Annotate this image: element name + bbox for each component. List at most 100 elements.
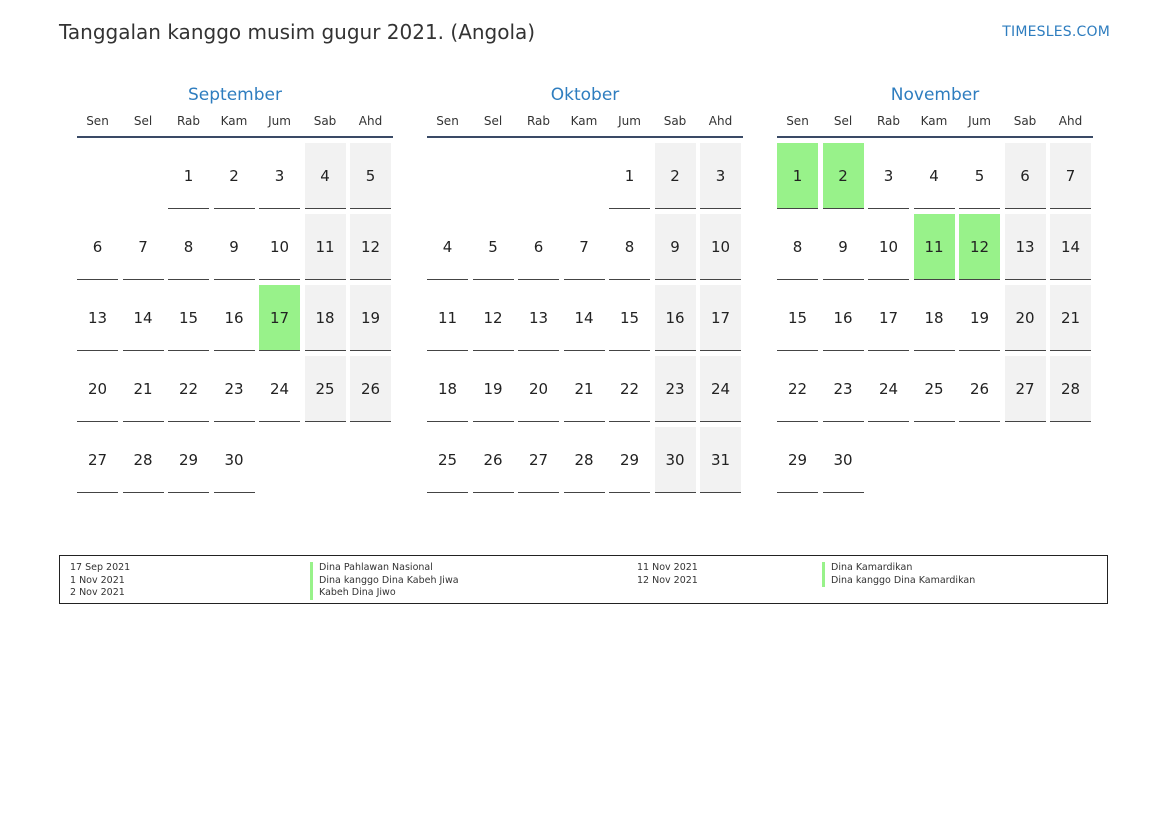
day-cell: 14 <box>1050 214 1091 280</box>
day-cell: 27 <box>518 427 559 493</box>
legend-names-left: Dina Pahlawan Nasional Dina kanggo Dina … <box>310 562 459 600</box>
day-cell: 28 <box>563 427 605 493</box>
day-cell: 13 <box>518 285 559 351</box>
day-cell: 21 <box>1050 285 1091 351</box>
day-cell: 17 <box>868 285 909 351</box>
day-cell: 9 <box>213 214 255 280</box>
weekday-label: Jum <box>618 114 641 128</box>
legend-dates-left: 17 Sep 2021 1 Nov 2021 2 Nov 2021 <box>70 562 130 600</box>
weekday-label: Rab <box>176 114 201 128</box>
legend-holiday-name: Dina Pahlawan Nasional <box>310 562 459 575</box>
weekday-label: Sel <box>483 114 503 128</box>
day-cell: 18 <box>304 285 346 351</box>
legend-holiday-name: Kabeh Dina Jiwo <box>310 587 459 600</box>
day-cell: 6 <box>1004 143 1046 209</box>
site-link[interactable]: TIMESLES.COM <box>1002 24 1110 40</box>
day-cell: 18 <box>913 285 955 351</box>
empty-day-cell <box>427 143 468 209</box>
day-cell: 10 <box>700 214 741 280</box>
day-cell: 17 <box>700 285 741 351</box>
day-cell: 10 <box>259 214 300 280</box>
day-cell: 12 <box>472 285 514 351</box>
month-title: November <box>890 85 980 105</box>
weekday-label: Jum <box>968 114 991 128</box>
day-cell: 12 <box>350 214 391 280</box>
day-cell: 19 <box>472 356 514 422</box>
day-cell: 23 <box>822 356 864 422</box>
day-cell: 3 <box>259 143 300 209</box>
day-cell: 6 <box>518 214 559 280</box>
weekday-label: Sen <box>786 114 809 128</box>
day-cell: 15 <box>777 285 818 351</box>
day-cell: 1 <box>609 143 650 209</box>
day-cell: 30 <box>213 427 255 493</box>
day-grid: 1 2 3 4 5 6 7 8 9 10 11 12 13 14 15 16 17 18 19 20 21 22 23 24 2… <box>77 143 393 493</box>
weekday-label: Ahd <box>358 114 383 128</box>
day-cell: 18 <box>427 356 468 422</box>
weekday-header: Sen Sel Rab Kam Jum Sab Ahd <box>427 112 743 138</box>
day-cell: 25 <box>304 356 346 422</box>
day-cell: 30 <box>822 427 864 493</box>
day-cell: 10 <box>868 214 909 280</box>
weekday-label: Rab <box>526 114 551 128</box>
day-cell: 1 <box>168 143 209 209</box>
day-cell: 2 <box>213 143 255 209</box>
weekday-label: Rab <box>876 114 901 128</box>
day-cell: 21 <box>122 356 164 422</box>
day-cell: 3 <box>868 143 909 209</box>
holiday-legend: 17 Sep 2021 1 Nov 2021 2 Nov 2021 Dina P… <box>59 555 1108 604</box>
day-cell: 2 <box>654 143 696 209</box>
day-cell: 11 <box>427 285 468 351</box>
day-cell: 29 <box>609 427 650 493</box>
day-cell: 5 <box>350 143 391 209</box>
legend-names-right: Dina Kamardikan Dina kanggo Dina Kamardi… <box>822 562 975 587</box>
weekday-header: Sen Sel Rab Kam Jum Sab Ahd <box>77 112 393 138</box>
weekday-label: Sen <box>436 114 459 128</box>
day-cell: 31 <box>700 427 741 493</box>
day-cell: 22 <box>777 356 818 422</box>
day-cell: 8 <box>777 214 818 280</box>
day-cell: 30 <box>654 427 696 493</box>
legend-date: 2 Nov 2021 <box>70 587 125 598</box>
weekday-label: Kam <box>220 114 248 128</box>
day-cell: 6 <box>77 214 118 280</box>
day-cell: 28 <box>122 427 164 493</box>
empty-day-cell <box>473 143 514 209</box>
weekday-label: Ahd <box>1058 114 1083 128</box>
holiday-day-cell: 17 <box>259 285 300 351</box>
day-cell: 28 <box>1050 356 1091 422</box>
day-cell: 22 <box>609 356 650 422</box>
day-grid: 1 2 3 4 5 6 7 8 9 10 11 12 13 14 15 16 17 18 19 20 21 22 23 24 2… <box>777 143 1093 493</box>
day-cell: 19 <box>350 285 391 351</box>
weekday-header: Sen Sel Rab Kam Jum Sab Ahd <box>777 112 1093 138</box>
day-cell: 29 <box>168 427 209 493</box>
legend-holiday-name: Dina kanggo Dina Kamardikan <box>822 574 975 587</box>
day-cell: 5 <box>472 214 514 280</box>
day-cell: 15 <box>168 285 209 351</box>
day-cell: 24 <box>868 356 909 422</box>
day-cell: 9 <box>822 214 864 280</box>
day-cell: 23 <box>213 356 255 422</box>
day-cell: 4 <box>427 214 468 280</box>
empty-day-cell <box>123 143 164 209</box>
legend-dates-right: 11 Nov 2021 12 Nov 2021 <box>637 562 698 587</box>
empty-day-cell <box>564 143 605 209</box>
holiday-day-cell: 12 <box>959 214 1000 280</box>
day-cell: 11 <box>304 214 346 280</box>
legend-date: 11 Nov 2021 <box>637 562 698 573</box>
day-cell: 27 <box>77 427 118 493</box>
weekday-label: Sel <box>833 114 853 128</box>
weekday-label: Sab <box>1013 114 1037 128</box>
day-cell: 29 <box>777 427 818 493</box>
day-cell: 8 <box>168 214 209 280</box>
weekday-label: Ahd <box>708 114 733 128</box>
weekday-label: Sel <box>133 114 153 128</box>
day-cell: 13 <box>77 285 118 351</box>
holiday-day-cell: 2 <box>822 143 864 209</box>
empty-day-cell <box>77 143 118 209</box>
page-title: Tanggalan kanggo musim gugur 2021. (Ango… <box>59 20 536 44</box>
day-cell: 4 <box>913 143 955 209</box>
day-cell: 27 <box>1004 356 1046 422</box>
